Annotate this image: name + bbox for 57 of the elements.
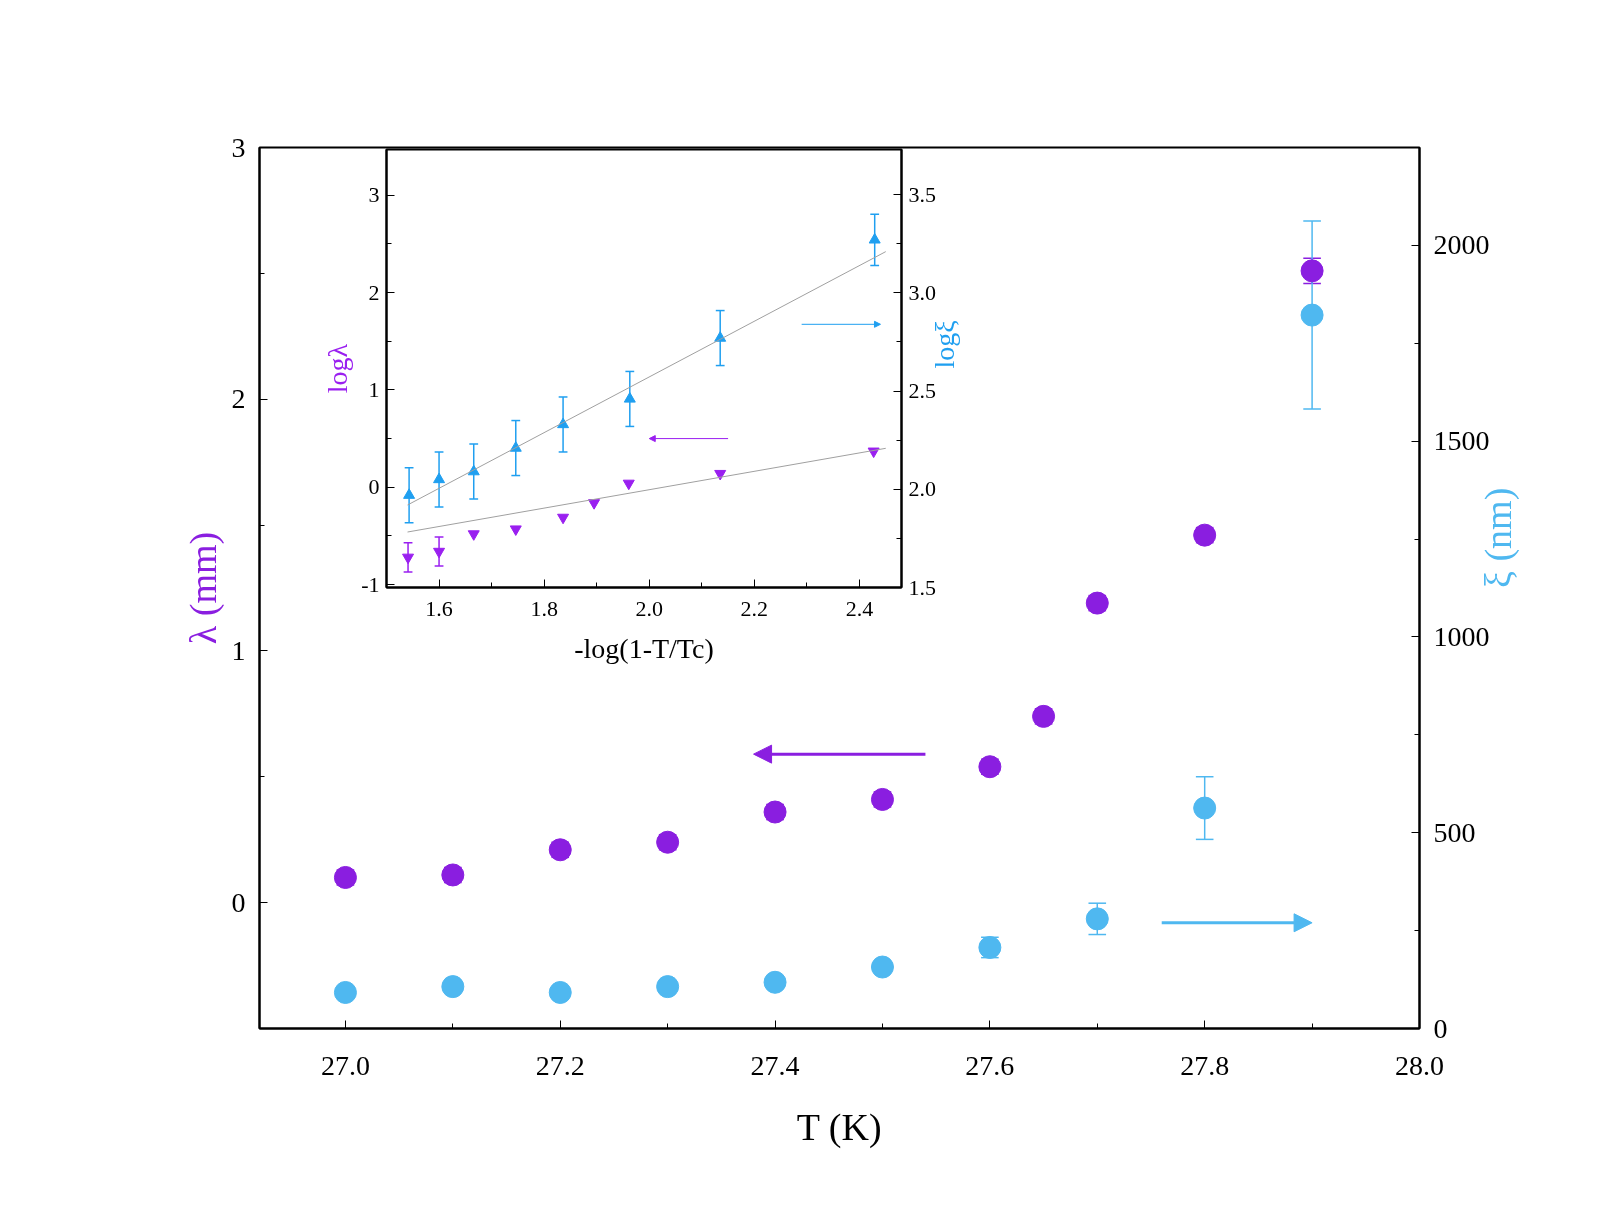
y-tick-label: 3 <box>368 182 380 208</box>
y2-tick-label: 3.5 <box>908 181 936 207</box>
point <box>656 975 680 999</box>
point <box>548 981 572 1004</box>
x-axis-title: -log(1-T/Tc) <box>574 632 714 664</box>
y-tick-label: 0 <box>231 886 246 918</box>
x-tick-label: 2.2 <box>740 595 769 621</box>
y2-tick-label: 1.5 <box>908 574 936 600</box>
y-tick-label: 0 <box>368 474 380 500</box>
x-tick-label: 1.8 <box>530 595 558 621</box>
y-axis-title: logλ <box>322 343 354 394</box>
point <box>868 233 881 244</box>
x-tick-label: 27.0 <box>320 1049 370 1081</box>
point <box>623 392 636 403</box>
y2-tick-label: 3.0 <box>908 279 936 305</box>
x-tick-label: 27.6 <box>965 1049 1015 1081</box>
x-tick-label: 2.4 <box>845 595 874 621</box>
point <box>1300 303 1324 327</box>
y-tick-label: 2 <box>231 383 246 415</box>
point <box>622 479 635 491</box>
point <box>433 472 446 484</box>
y-tick-label: 1 <box>368 376 380 402</box>
y-tick-label: 1 <box>231 634 246 666</box>
point <box>763 970 787 994</box>
x-tick-label: 2.0 <box>635 595 664 621</box>
x-tick-label: 27.8 <box>1180 1049 1230 1081</box>
point <box>333 981 357 1004</box>
y2-tick-label: 0 <box>1433 1012 1448 1044</box>
point <box>433 547 446 559</box>
point <box>402 553 415 565</box>
x-axis-title: T (K) <box>796 1105 882 1149</box>
y2-tick-label: 500 <box>1433 816 1476 848</box>
y2-axis-title: ξ (nm) <box>1476 487 1520 588</box>
y-axis-title: λ (mm) <box>181 531 225 645</box>
y2-tick-label: 2.5 <box>908 378 936 404</box>
point <box>714 469 727 481</box>
y2-tick-label: 2000 <box>1433 229 1490 261</box>
point <box>1085 907 1109 931</box>
y-tick-label: 2 <box>368 279 380 305</box>
x-tick-label: 28.0 <box>1395 1049 1444 1081</box>
x-tick-label: 27.2 <box>535 1049 585 1081</box>
y2-axis-title: logξ <box>928 320 960 369</box>
y-tick-label: 3 <box>231 131 246 163</box>
x-tick-label: 1.6 <box>425 595 453 621</box>
y2-tick-label: 1000 <box>1433 620 1490 652</box>
point <box>509 525 522 536</box>
point <box>467 530 480 541</box>
point <box>870 955 894 979</box>
point <box>441 975 465 999</box>
point <box>403 488 416 499</box>
y2-tick-label: 2.0 <box>908 476 936 502</box>
y2-tick-label: 1500 <box>1433 425 1490 457</box>
x-tick-label: 27.4 <box>750 1049 800 1081</box>
y-tick-label: -1 <box>361 571 380 597</box>
point <box>557 513 570 525</box>
point <box>588 499 601 510</box>
point <box>1193 796 1217 820</box>
